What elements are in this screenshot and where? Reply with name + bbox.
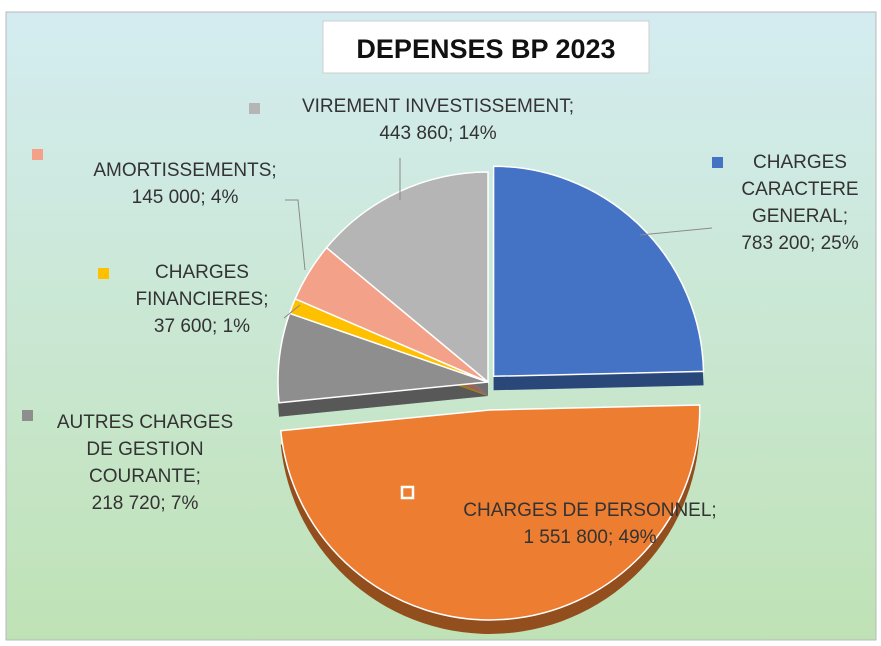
slice-label: VIREMENT INVESTISSEMENT; 443 860; 14% xyxy=(302,96,574,144)
leader-lines xyxy=(283,158,713,319)
slice-label-line: CHARGES DE PERSONNEL; xyxy=(463,500,716,521)
title-box xyxy=(322,20,650,74)
chart-title: DEPENSES BP 2023 xyxy=(356,34,615,64)
slice-label-line: AMORTISSEMENTS; xyxy=(93,160,276,181)
slice-label: AUTRES CHARGES DE GESTION COURANTE; 218 720… xyxy=(57,412,233,514)
leader-line xyxy=(283,304,301,319)
slice-label: CHARGES DE PERSONNEL; 1 551 800; 49% xyxy=(463,500,716,548)
slice-label-line: VIREMENT INVESTISSEMENT; xyxy=(302,96,574,117)
slice-label-line: GENERAL; xyxy=(752,206,848,227)
slice-label-line: CHARGES xyxy=(155,262,249,283)
slice-label: CHARGES FINANCIERES; 37 600; 1% xyxy=(135,262,268,337)
slice-label-line: COURANTE; xyxy=(89,466,201,487)
slice-label-line: AUTRES CHARGES xyxy=(57,412,233,433)
slice-label-line: FINANCIERES; xyxy=(135,289,268,310)
slice-label-line: 37 600; 1% xyxy=(154,316,250,337)
legend-marker xyxy=(22,410,33,421)
slice-label-line: CHARGES xyxy=(753,152,847,173)
slice-label-line: 145 000; 4% xyxy=(132,187,239,208)
legend-marker xyxy=(98,268,109,279)
pie-slice-charges-caractere-general xyxy=(492,165,705,378)
legend-marker xyxy=(32,149,43,160)
legend-marker xyxy=(400,485,415,500)
pie-slice-virement-investissement xyxy=(325,171,489,384)
pie-slice-charges-de-personnel xyxy=(279,404,701,621)
slice-label-line: 443 860; 14% xyxy=(379,123,496,144)
slice-label-line: 218 720; 7% xyxy=(92,493,199,514)
slice-label: CHARGES CARACTERE GENERAL; 783 200; 25% xyxy=(741,152,858,254)
slice-labels: CHARGES CARACTERE GENERAL; 783 200; 25%CHAR… xyxy=(22,96,859,548)
leader-line xyxy=(285,199,306,271)
legend-marker xyxy=(712,157,723,168)
leader-line xyxy=(639,227,713,236)
slice-label-line: 1 551 800; 49% xyxy=(523,527,656,548)
slice-label-line: DE GESTION xyxy=(86,439,203,460)
slice-label-line: 783 200; 25% xyxy=(741,233,858,254)
legend-marker xyxy=(249,103,260,114)
slice-label: AMORTISSEMENTS; 145 000; 4% xyxy=(93,160,276,208)
pie-slices xyxy=(277,165,705,634)
slice-label-line: CARACTERE xyxy=(741,179,858,200)
